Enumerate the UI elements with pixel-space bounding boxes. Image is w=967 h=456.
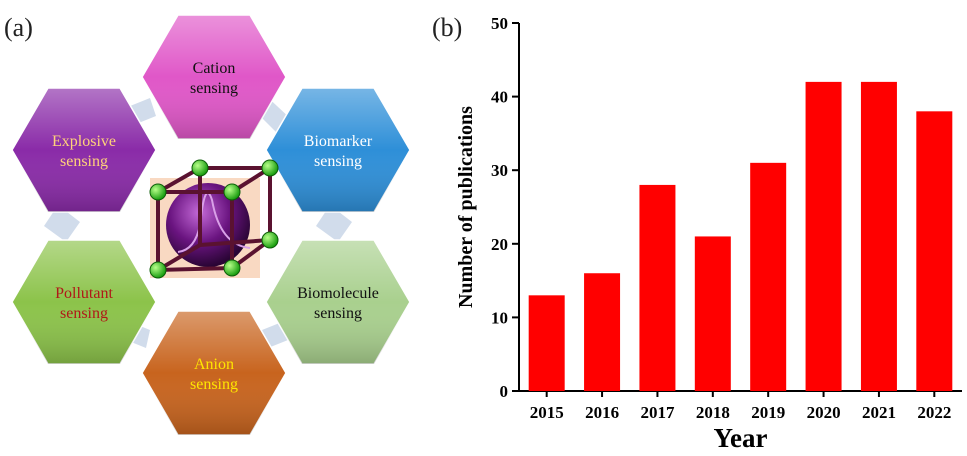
panel-a-letter: (a) <box>4 13 33 42</box>
y-tick-label: 40 <box>491 88 508 107</box>
hexagon-explosive-label-line2: sensing <box>60 153 108 170</box>
hexagon-pollutant-label-line1: Pollutant <box>55 285 113 302</box>
hexagon-biomolecule-label-line2: sensing <box>314 305 362 322</box>
hexagon-biomolecule: Biomolecule sensing <box>265 239 411 365</box>
y-axis-title: Number of publications <box>455 106 477 308</box>
bar-2022 <box>916 111 953 391</box>
y-tick-label: 10 <box>491 308 508 327</box>
hexagon-cation-label-line1: Cation <box>193 60 236 77</box>
bar-chart: (b) 0 10 20 30 40 50 2015 2016 2017 2018 2019 2020 2… <box>432 13 962 453</box>
hexagon-cation: Cation sensing <box>141 14 287 140</box>
hexagon-explosive: Explosive sensing <box>11 87 157 213</box>
hexagon-pollutant-label-line2: sensing <box>60 305 108 322</box>
panel-a-schematic: (a) Cation sensing Biomarker sensing Biomole… <box>0 0 455 451</box>
panel-b-letter: (b) <box>432 13 462 42</box>
schematic-svg: (a) CationsensingBiomarkersensingBiomole… <box>4 13 411 436</box>
panel-b-chart: (b) 0 10 20 30 40 50 2015 2016 2017 2018 2019 2020 2… <box>428 0 967 453</box>
bar-2016 <box>584 273 621 391</box>
sphere-graphic <box>166 183 250 267</box>
bar-2015 <box>528 295 565 391</box>
hexagon-biomolecule-label-line1: Biomolecule <box>297 285 379 302</box>
y-tick-label: 50 <box>491 14 508 33</box>
hexagon-explosive-label-line1: Explosive <box>52 133 116 150</box>
hexagon-biomarker: Biomarker sensing <box>265 87 411 213</box>
x-tick-label-2019: 2019 <box>751 403 785 422</box>
hexagon-anion-label-line1: Anion <box>194 356 234 373</box>
hexagon-anion: Anion sensing <box>141 310 287 436</box>
x-tick-label-2015: 2015 <box>530 403 564 422</box>
y-tick-label: 0 <box>500 382 509 401</box>
x-tick-label-2018: 2018 <box>696 403 730 422</box>
mof-cube-graphic <box>149 159 279 279</box>
x-tick-label-2020: 2020 <box>807 403 841 422</box>
hexagon-biomarker-label-line1: Biomarker <box>304 133 373 150</box>
x-axis-title: Year <box>714 423 768 451</box>
chart-bars <box>528 81 953 391</box>
bar-2017 <box>639 184 676 391</box>
hexagon-biomarker-label-line2: sensing <box>314 153 362 170</box>
hexagon-anion-label-line2: sensing <box>190 376 238 393</box>
x-tick-label-2021: 2021 <box>862 403 896 422</box>
x-tick-label-2016: 2016 <box>585 403 619 422</box>
hexagon-pollutant: Pollutant sensing <box>11 239 157 365</box>
x-tick-label-2022: 2022 <box>917 403 951 422</box>
y-tick-label: 30 <box>491 161 508 180</box>
x-tick-label-2017: 2017 <box>640 403 675 422</box>
bar-2018 <box>694 236 731 391</box>
bar-2019 <box>750 162 787 391</box>
chart-tick-labels: 0 10 20 30 40 50 2015 2016 2017 2018 2019 2020 2021 2… <box>491 14 951 422</box>
hexagon-cation-label-line2: sensing <box>190 80 238 97</box>
bar-2021 <box>860 81 897 391</box>
bar-2020 <box>805 81 842 391</box>
y-tick-label: 20 <box>491 235 508 254</box>
